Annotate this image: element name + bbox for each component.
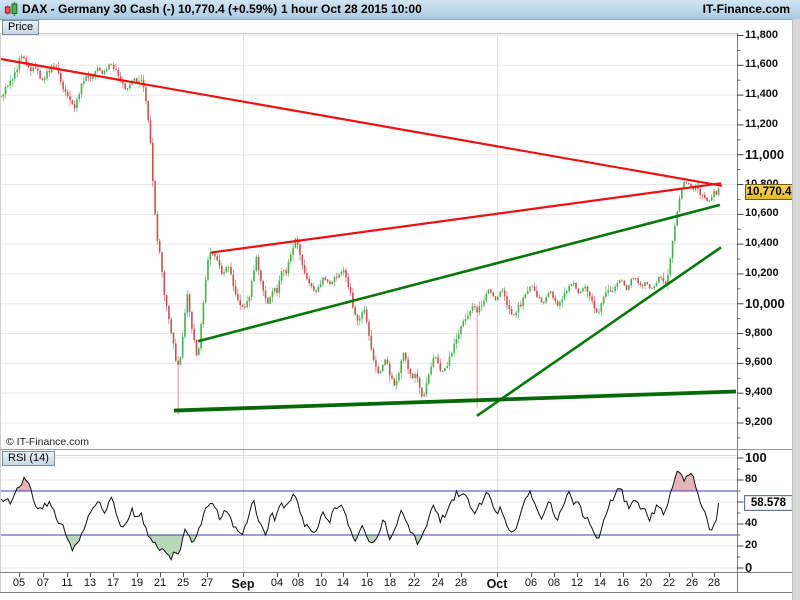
trend-line-uptrend-steep[interactable] [476,246,722,417]
gridlines [0,33,737,573]
rsi-zone-fills [16,471,697,560]
panel-frame [0,33,792,593]
datetime-label: Oct 28 2015 10:00 [321,2,422,16]
candlestick-icon [4,2,18,16]
right-side-strip[interactable] [792,19,800,600]
current-price-badge: 10,770.4 [745,184,793,200]
rsi-value-badge: 58.578 [744,495,793,511]
tab-price[interactable]: Price [2,20,40,35]
rsi-series [0,470,737,562]
trend-line-rising-wedge-top[interactable] [210,182,722,254]
title-bar: DAX - Germany 30 Cash (-) 10,770.4 (+0.5… [0,0,800,20]
trend-lines[interactable] [0,57,737,417]
last-price-change: 10,770.4 (+0.59%) [178,2,278,16]
trend-line-horizontal-support[interactable] [173,389,737,413]
trend-line-long-downtrend[interactable] [0,57,723,187]
instrument-title: DAX - Germany 30 Cash (-) [22,2,175,16]
candlestick-series [0,54,720,416]
timeframe-label: 1 hour [281,2,318,16]
tab-rsi[interactable]: RSI (14) [2,451,55,466]
copyright-label: © IT-Finance.com [6,436,90,448]
brand-label: IT-Finance.com [702,2,790,16]
trend-line-uptrend-medium[interactable] [197,203,721,343]
